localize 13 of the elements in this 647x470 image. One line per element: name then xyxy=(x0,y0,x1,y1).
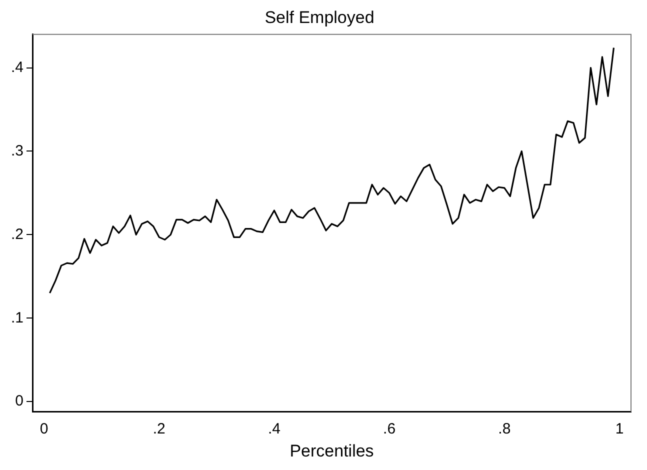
x-tick-label: .2 xyxy=(152,420,166,438)
y-tick-label: .1 xyxy=(10,309,24,326)
y-tick-label: 0 xyxy=(15,392,24,410)
x-tick-label: .8 xyxy=(498,420,511,438)
chart-title: Self Employed xyxy=(264,8,374,27)
y-tick-label: .3 xyxy=(10,142,24,160)
y-tick-label: .4 xyxy=(10,58,24,76)
x-tick-label: .4 xyxy=(268,420,280,438)
x-tick-label: 1 xyxy=(615,420,624,438)
x-axis-title: Percentiles xyxy=(290,441,374,460)
y-tick-label: .2 xyxy=(10,226,24,243)
x-tick-label: 0 xyxy=(40,420,48,438)
x-tick-label: .6 xyxy=(383,420,396,438)
